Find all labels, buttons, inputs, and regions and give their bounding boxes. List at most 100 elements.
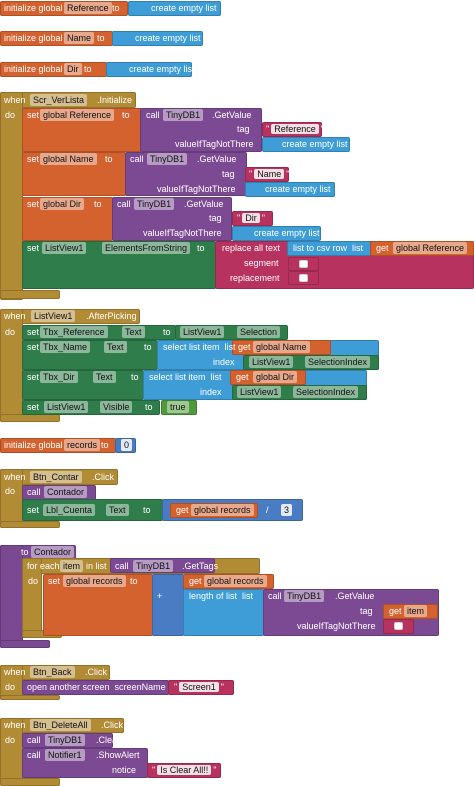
block-label: call [27, 735, 41, 745]
block-shape [175, 325, 288, 340]
block-label: select list item list [149, 372, 222, 382]
block-label: .GetValue [212, 110, 252, 120]
block-label: to [94, 199, 102, 209]
field: SelectionIndex [305, 356, 371, 368]
block-label: tag [209, 213, 222, 223]
block-label: to [101, 440, 109, 450]
field: global Dir [253, 371, 298, 383]
block-label: create empty list [254, 228, 320, 238]
block-shape [299, 274, 308, 282]
field: item [404, 605, 428, 617]
field: ListView1 [31, 310, 76, 322]
block-label: set [27, 243, 40, 253]
field: TinyDB1 [45, 734, 86, 746]
block-label: to [122, 110, 130, 120]
block-shape [245, 182, 335, 197]
field: Selection [237, 326, 281, 338]
block-label: to [21, 547, 29, 557]
block-label: create empty list [129, 64, 195, 74]
field: Btn_Contar [30, 471, 82, 483]
block-label: .GetValue [184, 199, 224, 209]
field: true [167, 401, 189, 413]
block-shape [232, 226, 321, 241]
block-label: replacement [230, 273, 280, 283]
block-label: to [130, 576, 138, 586]
field: Name [64, 32, 95, 44]
field: global records [63, 575, 126, 587]
block-label: tag [360, 606, 373, 616]
block-label: replace all text [222, 243, 281, 253]
field: Tbx_Dir [40, 371, 78, 383]
field: ListView1 [249, 356, 294, 368]
block-label: do [5, 327, 16, 337]
block-label: .AfterPicking [86, 311, 137, 321]
block-shape [106, 62, 192, 77]
block-label: initialize global [4, 33, 63, 43]
block-label: to [97, 33, 105, 43]
field: TinyDB1 [133, 560, 174, 572]
field: SelectionIndex [293, 386, 359, 398]
block-label: tag [222, 169, 235, 179]
block-shape [232, 340, 331, 355]
block-label: .Click [92, 472, 114, 482]
block-label: get [389, 606, 402, 616]
block-shape [0, 545, 23, 648]
field: global Dir [40, 198, 85, 210]
block-label: .Click [85, 667, 107, 677]
field: records [64, 439, 101, 451]
field: TinyDB1 [147, 153, 188, 165]
block-shape [112, 31, 203, 46]
block-label: do [5, 110, 16, 120]
block-shape [0, 92, 23, 300]
block-label: get [236, 372, 249, 382]
block-shape [22, 241, 216, 289]
block-shape [0, 414, 60, 422]
field: global Name [40, 153, 97, 165]
block-label: to [143, 505, 151, 515]
block-shape [170, 503, 258, 518]
block-label: do [5, 682, 16, 692]
block-shape [22, 748, 148, 778]
block-label: call [27, 487, 41, 497]
block-shape [262, 137, 350, 152]
block-label: when [4, 311, 26, 321]
field: Visible [100, 401, 133, 413]
block-shape [112, 197, 232, 241]
field: Text [122, 326, 145, 338]
block-label: list to csv row list [293, 243, 364, 253]
block-label: do [5, 735, 16, 745]
block-label: get [189, 576, 202, 586]
block-label: index [213, 357, 235, 367]
block-label: when [4, 472, 26, 482]
block-label: call [115, 561, 129, 571]
text-literal: Dir [237, 212, 265, 224]
block-label: do [28, 576, 39, 586]
field: TinyDB1 [163, 109, 204, 121]
block-label: to [144, 342, 152, 352]
block-shape [110, 558, 215, 573]
block-label: to [131, 372, 139, 382]
block-shape [0, 778, 60, 786]
block-label: .GetValue [197, 154, 237, 164]
block-label: call [117, 199, 131, 209]
block-label: initialize global [4, 3, 63, 13]
field: TinyDB1 [284, 590, 325, 602]
field: Btn_Back [30, 666, 75, 678]
block-label: valueIfTagNotThere [143, 228, 222, 238]
text-literal: Reference [266, 123, 324, 135]
block-label: valueIfTagNotThere [297, 621, 376, 631]
block-label: call [27, 750, 41, 760]
block-label: call [130, 154, 144, 164]
block-shape [22, 400, 160, 415]
block-label: select list item list [163, 342, 236, 352]
field: Contador [44, 486, 88, 498]
block-shape [0, 640, 50, 648]
block-label: create empty list [151, 3, 217, 13]
block-label: set [27, 199, 40, 209]
block-label: set [27, 505, 40, 515]
text-literal: Screen1 [174, 681, 224, 693]
block-label: set [27, 154, 40, 164]
block-label: + [157, 591, 163, 601]
block-shape [0, 521, 60, 528]
